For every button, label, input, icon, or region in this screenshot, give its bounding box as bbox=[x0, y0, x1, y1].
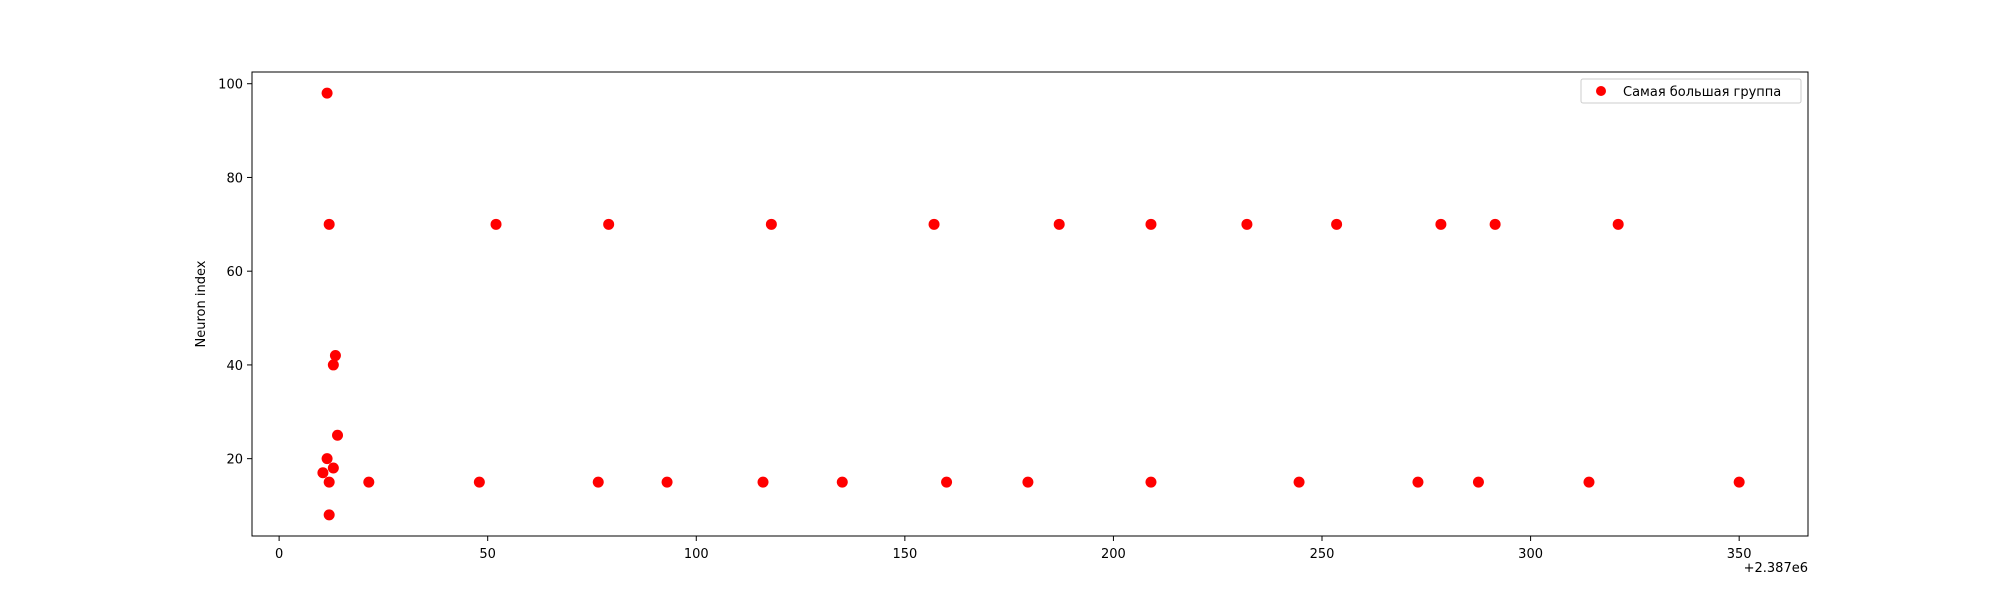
y-tick-label: 80 bbox=[226, 171, 243, 186]
data-point bbox=[321, 453, 333, 465]
data-point bbox=[765, 218, 777, 230]
data-point bbox=[592, 476, 604, 488]
legend-label: Самая большая группа bbox=[1623, 85, 1781, 100]
data-point bbox=[1612, 218, 1624, 230]
x-tick-label: 150 bbox=[892, 547, 917, 562]
data-point bbox=[323, 218, 335, 230]
data-point bbox=[1293, 476, 1305, 488]
data-point bbox=[1583, 476, 1595, 488]
data-point bbox=[317, 467, 329, 479]
y-tick-label: 40 bbox=[226, 359, 243, 374]
x-axis-offset-label: +2.387e6 bbox=[1744, 561, 1808, 576]
y-axis-label: Neuron index bbox=[194, 260, 209, 347]
y-tick-label: 100 bbox=[218, 78, 243, 93]
legend-box bbox=[1580, 78, 1802, 104]
data-point bbox=[327, 462, 339, 474]
x-tick-label: 350 bbox=[1727, 547, 1752, 562]
data-points bbox=[317, 87, 1745, 521]
data-point bbox=[1022, 476, 1034, 488]
data-point bbox=[323, 509, 335, 521]
x-axis-ticks: 0 50 100 150 200 250 300 350 bbox=[275, 536, 1752, 562]
data-point bbox=[332, 429, 344, 441]
data-point bbox=[1241, 218, 1253, 230]
y-tick-label: 20 bbox=[226, 453, 243, 468]
data-point bbox=[1733, 476, 1745, 488]
data-point bbox=[836, 476, 848, 488]
x-tick-label: 250 bbox=[1310, 547, 1335, 562]
x-tick-label: 50 bbox=[479, 547, 496, 562]
data-point bbox=[1331, 218, 1343, 230]
data-point bbox=[1145, 476, 1157, 488]
data-point bbox=[473, 476, 485, 488]
x-tick-label: 0 bbox=[275, 547, 283, 562]
data-point bbox=[603, 218, 615, 230]
data-point bbox=[1145, 218, 1157, 230]
data-point bbox=[1435, 218, 1447, 230]
legend: Самая большая группа bbox=[1580, 78, 1802, 104]
x-tick-label: 200 bbox=[1101, 547, 1126, 562]
data-point bbox=[941, 476, 953, 488]
data-point bbox=[363, 476, 375, 488]
x-tick-label: 300 bbox=[1518, 547, 1543, 562]
legend-marker bbox=[1596, 86, 1606, 96]
x-tick-label: 100 bbox=[684, 547, 709, 562]
data-point bbox=[757, 476, 769, 488]
data-point bbox=[1053, 218, 1065, 230]
data-point bbox=[661, 476, 673, 488]
data-point bbox=[1412, 476, 1424, 488]
data-point bbox=[928, 218, 940, 230]
data-point bbox=[490, 218, 502, 230]
y-axis-ticks: 20 40 60 80 100 bbox=[218, 78, 252, 468]
plot-area-frame bbox=[251, 71, 1809, 537]
data-point bbox=[329, 350, 341, 362]
data-point bbox=[323, 476, 335, 488]
y-tick-label: 60 bbox=[226, 265, 243, 280]
data-point bbox=[327, 359, 339, 371]
data-point bbox=[321, 87, 333, 99]
data-point bbox=[1472, 476, 1484, 488]
data-point bbox=[1489, 218, 1501, 230]
